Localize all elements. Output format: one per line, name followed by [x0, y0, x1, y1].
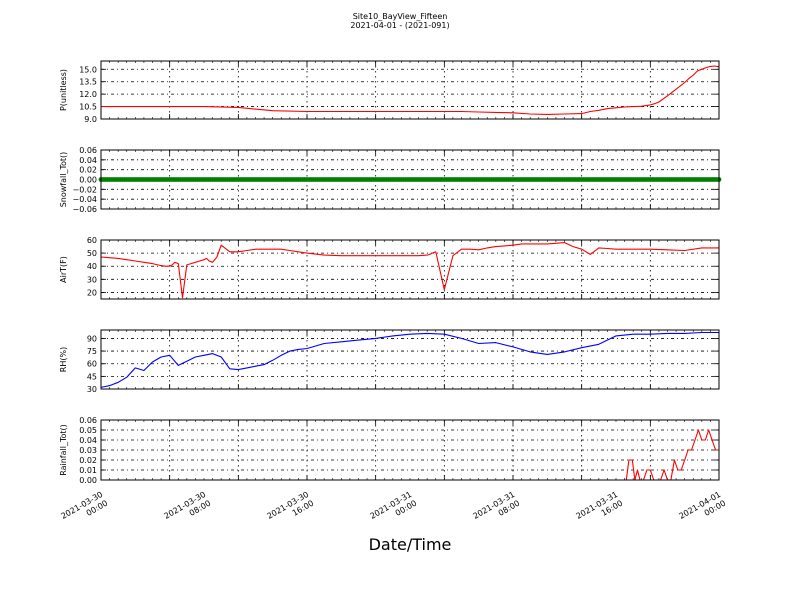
y-tick-label: 0.00 [79, 476, 97, 485]
x-major-ticks [100, 330, 720, 389]
y-tick-label: 60 [87, 360, 97, 369]
grid-lines [101, 61, 719, 119]
y-tick-label: 13.5 [79, 78, 97, 87]
plot-frame [100, 239, 720, 300]
plot-frame [100, 149, 720, 210]
y-tick-label: 0.04 [79, 156, 97, 165]
y-tick-label: 0.05 [79, 426, 97, 435]
y-tick-label: 0.03 [79, 446, 97, 455]
y-tick-label: 50 [87, 249, 97, 258]
y-ticks: 9.0 10.5 12.0 13.5 15.0 [79, 65, 719, 124]
x-axis-label: Date/Time [369, 535, 452, 554]
grid-lines [101, 240, 719, 299]
y-tick-label: 12.0 [79, 90, 97, 99]
chart-subtitle: 2021-04-01 - (2021-091) [350, 21, 449, 30]
y-tick-label: 60 [87, 236, 97, 245]
panel-5: 0.000.010.020.030.040.050.06 Rainfall_Tot… [59, 416, 720, 485]
panel-4: 30 45 60 75 90 RH(%) [59, 329, 720, 394]
x-minor-ticks [100, 330, 720, 389]
plot-frame [100, 329, 720, 390]
y-tick-label: 0.01 [79, 466, 97, 475]
y-tick-label: −0.02 [72, 185, 97, 194]
y-tick-label: 9.0 [84, 115, 97, 124]
y-tick-label: 0.00 [79, 176, 97, 185]
y-tick-label: 0.06 [79, 146, 97, 155]
y-tick-label: 0.02 [79, 166, 97, 175]
chart-title: Site10_BayView_Fifteen [353, 12, 448, 21]
y-axis-label: AirT(F) [59, 256, 68, 283]
plot-frame [100, 60, 720, 120]
series-line [100, 242, 719, 299]
y-tick-label: 0.02 [79, 456, 97, 465]
y-tick-label: 0.06 [79, 416, 97, 425]
y-tick-label: 90 [87, 334, 97, 343]
y-tick-label: 20 [87, 288, 97, 297]
y-tick-label: 30 [87, 275, 97, 284]
grid-lines [101, 420, 719, 480]
y-ticks: 0.000.010.020.030.040.050.06 [79, 416, 719, 485]
plot-frame [100, 419, 720, 481]
y-tick-label: 0.04 [79, 436, 97, 445]
y-tick-label: −0.04 [72, 195, 97, 204]
y-tick-label: 75 [87, 347, 97, 356]
y-axis-label: Snowfall_Tot() [59, 152, 68, 208]
x-major-ticks [100, 61, 720, 119]
panel-3: 20 30 40 50 60 AirT(F) [59, 236, 720, 300]
y-axis-label: P(unitless) [59, 69, 68, 111]
y-ticks: 30 45 60 75 90 [87, 334, 719, 394]
panel-2: −0.06−0.04−0.020.000.020.040.06 Snowfall_… [59, 146, 722, 214]
series-line [101, 65, 720, 115]
grid-lines [101, 330, 719, 389]
y-axis-label: RH(%) [59, 347, 68, 372]
y-tick-label: 40 [87, 262, 97, 271]
series-line [100, 331, 719, 388]
panel-1: 9.0 10.5 12.0 13.5 15.0 P(unitless) [59, 60, 720, 124]
y-tick-label: −0.06 [72, 205, 97, 214]
snowfall-points [98, 177, 722, 182]
y-tick-label: 15.0 [79, 65, 97, 74]
series-line [101, 429, 719, 481]
y-axis-label: Rainfall_Tot() [59, 424, 68, 476]
y-tick-label: 30 [87, 385, 97, 394]
x-minor-ticks [100, 61, 720, 119]
y-tick-label: 45 [87, 372, 97, 381]
y-tick-label: 10.5 [79, 103, 97, 112]
